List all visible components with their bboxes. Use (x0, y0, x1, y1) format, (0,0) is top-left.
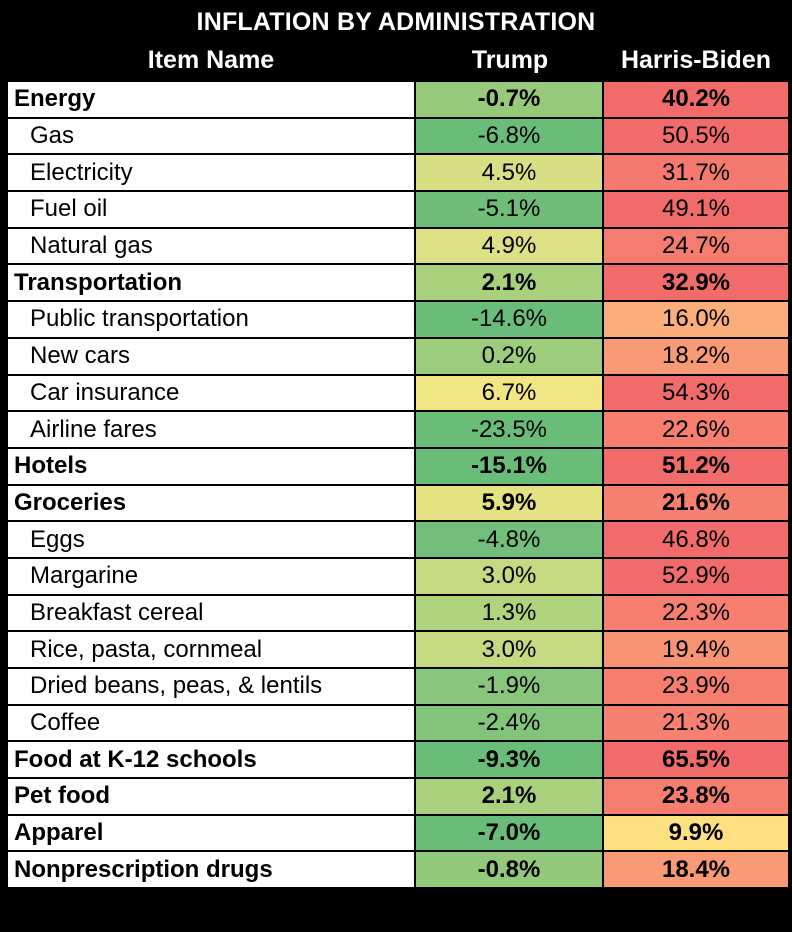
row-item-name: Groceries (6, 483, 416, 523)
table-row: Dried beans, peas, & lentils -1.9% 23.9% (6, 667, 790, 706)
row-item-name: Gas (6, 116, 416, 156)
table-row: Rice, pasta, cornmeal 3.0% 19.4% (6, 630, 790, 669)
row-item-name: Dried beans, peas, & lentils (6, 667, 416, 706)
trump-value-cell: 2.1% (414, 777, 604, 816)
harris-biden-value-cell: 22.3% (602, 593, 790, 633)
row-item-name: Fuel oil (6, 190, 416, 229)
row-item-name: Pet food (6, 777, 416, 816)
harris-biden-value-cell: 54.3% (602, 373, 790, 413)
table-row: Transportation 2.1% 32.9% (6, 263, 790, 303)
harris-biden-value-cell: 22.6% (602, 410, 790, 449)
harris-biden-value-cell: 50.5% (602, 116, 790, 156)
table-row: Pet food 2.1% 23.8% (6, 777, 790, 816)
trump-value-cell: -0.8% (414, 850, 604, 890)
harris-biden-value-cell: 18.4% (602, 850, 790, 890)
harris-biden-value-cell: 19.4% (602, 630, 790, 669)
harris-biden-value-cell: 46.8% (602, 520, 790, 559)
table-row: Car insurance 6.7% 54.3% (6, 373, 790, 413)
table-row: Airline fares -23.5% 22.6% (6, 410, 790, 449)
table-row: New cars 0.2% 18.2% (6, 336, 790, 376)
trump-value-cell: -15.1% (414, 446, 604, 486)
row-item-name: Airline fares (6, 410, 416, 449)
column-header-trump: Trump (471, 46, 549, 74)
harris-biden-value-cell: 18.2% (602, 336, 790, 376)
table-row: Food at K-12 schools -9.3% 65.5% (6, 740, 790, 780)
row-item-name: Food at K-12 schools (6, 740, 416, 780)
harris-biden-value-cell: 21.6% (602, 483, 790, 523)
harris-biden-value-cell: 49.1% (602, 190, 790, 229)
trump-value-cell: 3.0% (414, 556, 604, 596)
table-row: Natural gas 4.9% 24.7% (6, 226, 790, 266)
harris-biden-value-cell: 21.3% (602, 703, 790, 743)
trump-value-cell: 4.5% (414, 153, 604, 193)
trump-value-cell: -6.8% (414, 116, 604, 156)
table-row: Breakfast cereal 1.3% 22.3% (6, 593, 790, 633)
row-item-name: Margarine (6, 556, 416, 596)
trump-value-cell: 2.1% (414, 263, 604, 303)
harris-biden-value-cell: 31.7% (602, 153, 790, 193)
trump-value-cell: -23.5% (414, 410, 604, 449)
harris-biden-value-cell: 52.9% (602, 556, 790, 596)
table-row: Apparel -7.0% 9.9% (6, 813, 790, 853)
table-row: Nonprescription drugs -0.8% 18.4% (6, 850, 790, 890)
row-item-name: Public transportation (6, 300, 416, 339)
row-item-name: Transportation (6, 263, 416, 303)
table-row: Electricity 4.5% 31.7% (6, 153, 790, 193)
row-item-name: Apparel (6, 813, 416, 853)
table-row: Margarine 3.0% 52.9% (6, 556, 790, 596)
table-row: Fuel oil -5.1% 49.1% (6, 190, 790, 229)
table-row: Energy -0.7% 40.2% (6, 80, 790, 119)
table-row: Public transportation -14.6% 16.0% (6, 300, 790, 339)
row-item-name: Nonprescription drugs (6, 850, 416, 890)
harris-biden-value-cell: 32.9% (602, 263, 790, 303)
trump-value-cell: -9.3% (414, 740, 604, 780)
trump-value-cell: -14.6% (414, 300, 604, 339)
table-row: Coffee -2.4% 21.3% (6, 703, 790, 743)
table-row: Hotels -15.1% 51.2% (6, 446, 790, 486)
table-body: Energy -0.7% 40.2% Gas -6.8% 50.5% Electricity… (6, 80, 790, 890)
row-item-name: Electricity (6, 153, 416, 193)
trump-value-cell: -4.8% (414, 520, 604, 559)
row-item-name: Breakfast cereal (6, 593, 416, 633)
table-row: Gas -6.8% 50.5% (6, 116, 790, 156)
column-header-item-name: Item Name (147, 46, 275, 74)
row-item-name: Car insurance (6, 373, 416, 413)
harris-biden-value-cell: 24.7% (602, 226, 790, 266)
row-item-name: Energy (6, 80, 416, 119)
inflation-table: Energy -0.7% 40.2% Gas -6.8% 50.5% Electricity… (6, 80, 790, 890)
table-title: INFLATION BY ADMINISTRATION (196, 8, 596, 36)
trump-value-cell: 5.9% (414, 483, 604, 523)
trump-value-cell: 0.2% (414, 336, 604, 376)
harris-biden-value-cell: 23.8% (602, 777, 790, 816)
column-header-harris-biden: Harris-Biden (620, 46, 772, 74)
trump-value-cell: 3.0% (414, 630, 604, 669)
trump-value-cell: 1.3% (414, 593, 604, 633)
trump-value-cell: -2.4% (414, 703, 604, 743)
harris-biden-value-cell: 23.9% (602, 667, 790, 706)
trump-value-cell: 6.7% (414, 373, 604, 413)
harris-biden-value-cell: 51.2% (602, 446, 790, 486)
row-item-name: Natural gas (6, 226, 416, 266)
trump-value-cell: -0.7% (414, 80, 604, 119)
harris-biden-value-cell: 40.2% (602, 80, 790, 119)
harris-biden-value-cell: 9.9% (602, 813, 790, 853)
row-item-name: Eggs (6, 520, 416, 559)
row-item-name: New cars (6, 336, 416, 376)
table-row: Eggs -4.8% 46.8% (6, 520, 790, 559)
trump-value-cell: -5.1% (414, 190, 604, 229)
row-item-name: Rice, pasta, cornmeal (6, 630, 416, 669)
table-row: Groceries 5.9% 21.6% (6, 483, 790, 523)
row-item-name: Coffee (6, 703, 416, 743)
trump-value-cell: 4.9% (414, 226, 604, 266)
trump-value-cell: -1.9% (414, 667, 604, 706)
harris-biden-value-cell: 65.5% (602, 740, 790, 780)
harris-biden-value-cell: 16.0% (602, 300, 790, 339)
row-item-name: Hotels (6, 446, 416, 486)
trump-value-cell: -7.0% (414, 813, 604, 853)
